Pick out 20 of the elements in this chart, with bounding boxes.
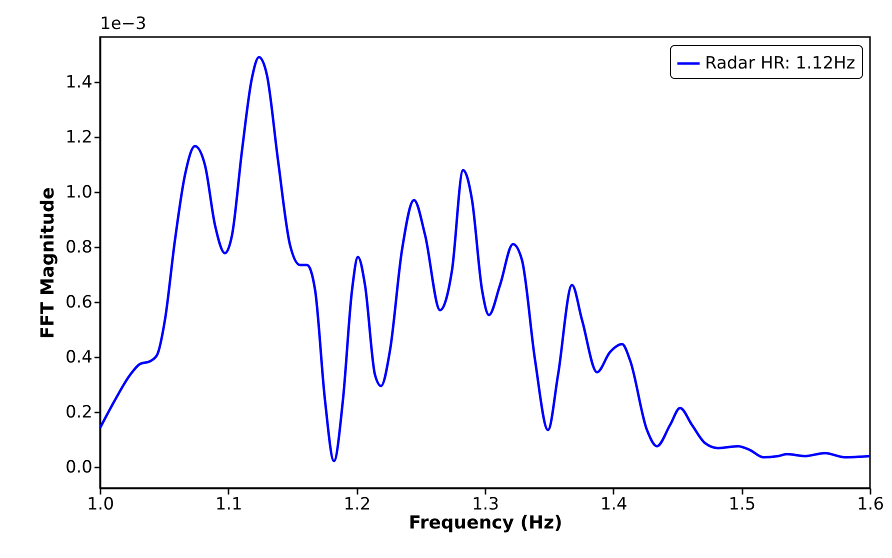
y-tick-label: 0.8: [65, 238, 92, 258]
y-tick-label: 0.0: [65, 458, 92, 478]
y-tick-label: 1.2: [65, 128, 92, 148]
x-tick-label: 1.6: [856, 494, 884, 514]
y-tick-label: 0.2: [65, 402, 92, 423]
x-tick-label: 1.3: [472, 494, 500, 514]
legend-label: Radar HR: 1.12Hz: [705, 54, 856, 74]
y-tick-label: 1.4: [65, 72, 92, 93]
y-tick-label: 1.0: [65, 182, 92, 203]
y-tick-label: 0.6: [65, 292, 92, 313]
x-tick-label: 1.4: [600, 494, 628, 514]
x-tick-label: 1.2: [344, 494, 371, 514]
y-tick-label: 0.4: [65, 348, 92, 368]
line-series: [98, 56, 872, 462]
x-tick-label: 1.1: [215, 494, 242, 514]
x-axis-title: Frequency (Hz): [408, 512, 562, 534]
x-tick-label: 1.5: [728, 494, 756, 514]
text: 1e−3: [100, 14, 146, 34]
x-tick-label: 1.0: [86, 494, 114, 514]
y-axis-title: FFT Magnitude: [37, 187, 58, 339]
